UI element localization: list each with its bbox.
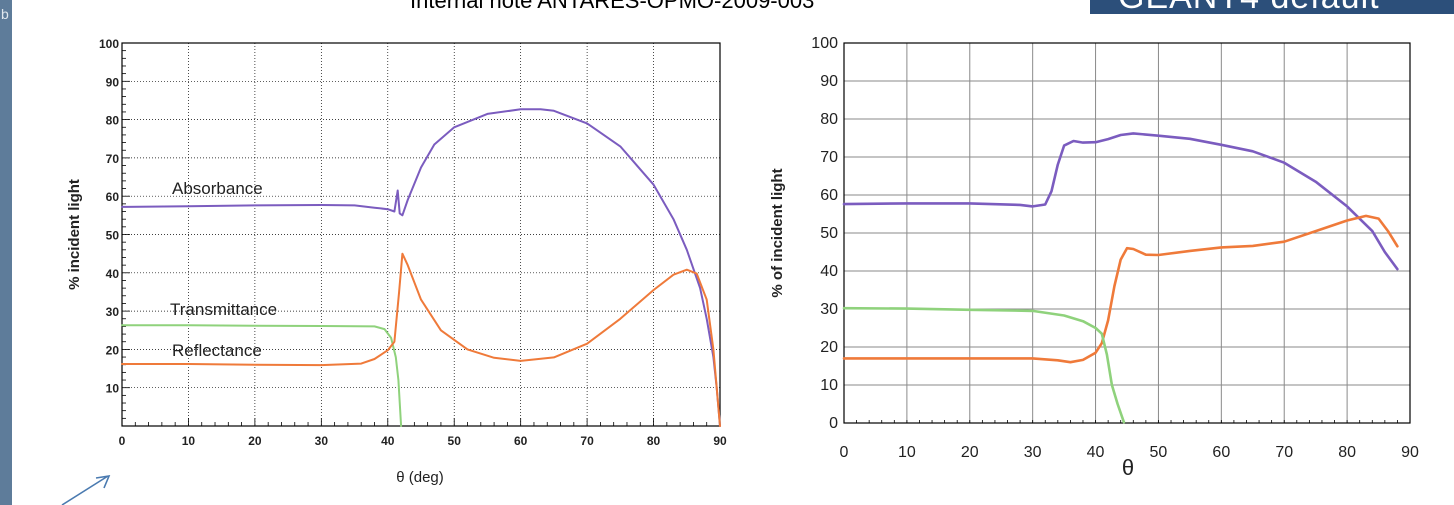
x-tick-label: 30 [1024,444,1042,461]
series-line-absorbance [842,132,1399,271]
y-tick-label: 90 [820,73,838,90]
arrow-head [95,474,111,489]
x-tick-label: 20 [248,434,262,448]
y-tick-label: 50 [820,225,838,242]
x-tick-label: 40 [381,434,395,448]
x-tick-label: 50 [1150,444,1168,461]
x-tick-label: 0 [119,434,126,448]
x-tick-label: 60 [514,434,528,448]
x-tick-label: 50 [448,434,462,448]
y-tick-label: 10 [820,377,838,394]
x-tick-label: 0 [840,444,849,461]
x-tick-label: 30 [315,434,329,448]
x-axis-label: θ (deg) [396,469,444,486]
annotation-absorbance: Absorbance [172,179,263,198]
x-tick-label: 40 [1087,444,1105,461]
x-tick-label: 70 [580,434,594,448]
left-edge-letter: b [1,6,9,22]
y-tick-label: 10 [106,382,120,396]
arrow-shaft [61,475,109,505]
plot-frame [121,42,721,427]
y-tick-label: 80 [106,114,120,128]
y-tick-label: 90 [106,75,120,89]
y-tick-label: 60 [106,190,120,204]
chart-2: 0 10 20 30 40 50 60 70 80 90 0 10 20 30 40 50 60 70 80 90 10… [769,35,1419,480]
series-line-transmittance [121,324,403,427]
y-axis-label: % of incident light [769,168,786,297]
y-tick-label: 40 [820,263,838,280]
banner-title: GEANT4 default [1118,0,1380,14]
y-axis-label: % incident light [66,179,83,290]
y-tick-label: 20 [820,339,838,356]
x-tick-label: 80 [1338,444,1356,461]
y-tick-label: 100 [99,37,119,51]
series-line-absorbance [121,108,721,427]
series-line-reflectance [842,214,1399,364]
y-tick-label: 40 [106,267,120,281]
title-banner [1090,0,1454,14]
y-tick-label: 30 [106,305,120,319]
annotation-reflectance: Reflectance [172,341,262,360]
plot-frame [843,42,1411,424]
series-line-transmittance [842,306,1126,424]
annotation-transmittance: Transmittance [170,300,277,319]
x-tick-label: 10 [182,434,196,448]
x-tick-label: 90 [713,434,727,448]
y-tick-label: 20 [106,343,120,357]
y-tick-label: 70 [106,152,120,166]
x-tick-label: 70 [1275,444,1293,461]
x-tick-label: 90 [1401,444,1419,461]
y-tick-label: 100 [811,35,838,52]
y-tick-label: 0 [829,415,838,432]
series-line-reflectance [121,252,721,427]
x-tick-label: 80 [647,434,661,448]
x-axis-label: θ [1122,455,1134,480]
y-tick-label: 60 [820,187,838,204]
x-tick-label: 10 [898,444,916,461]
y-tick-label: 80 [820,111,838,128]
y-tick-label: 30 [820,301,838,318]
x-tick-label: 60 [1212,444,1230,461]
internal-note-header: Internal note ANTARES-OPMO-2009-003 [410,0,815,13]
left-edge-strip: b [0,0,12,505]
x-tick-label: 20 [961,444,979,461]
y-tick-label: 50 [106,229,120,243]
chart-1: 0 10 20 30 40 50 60 70 80 90 10 20 30 40 50 60 70 80 90 100… [66,37,727,486]
y-tick-label: 70 [820,149,838,166]
